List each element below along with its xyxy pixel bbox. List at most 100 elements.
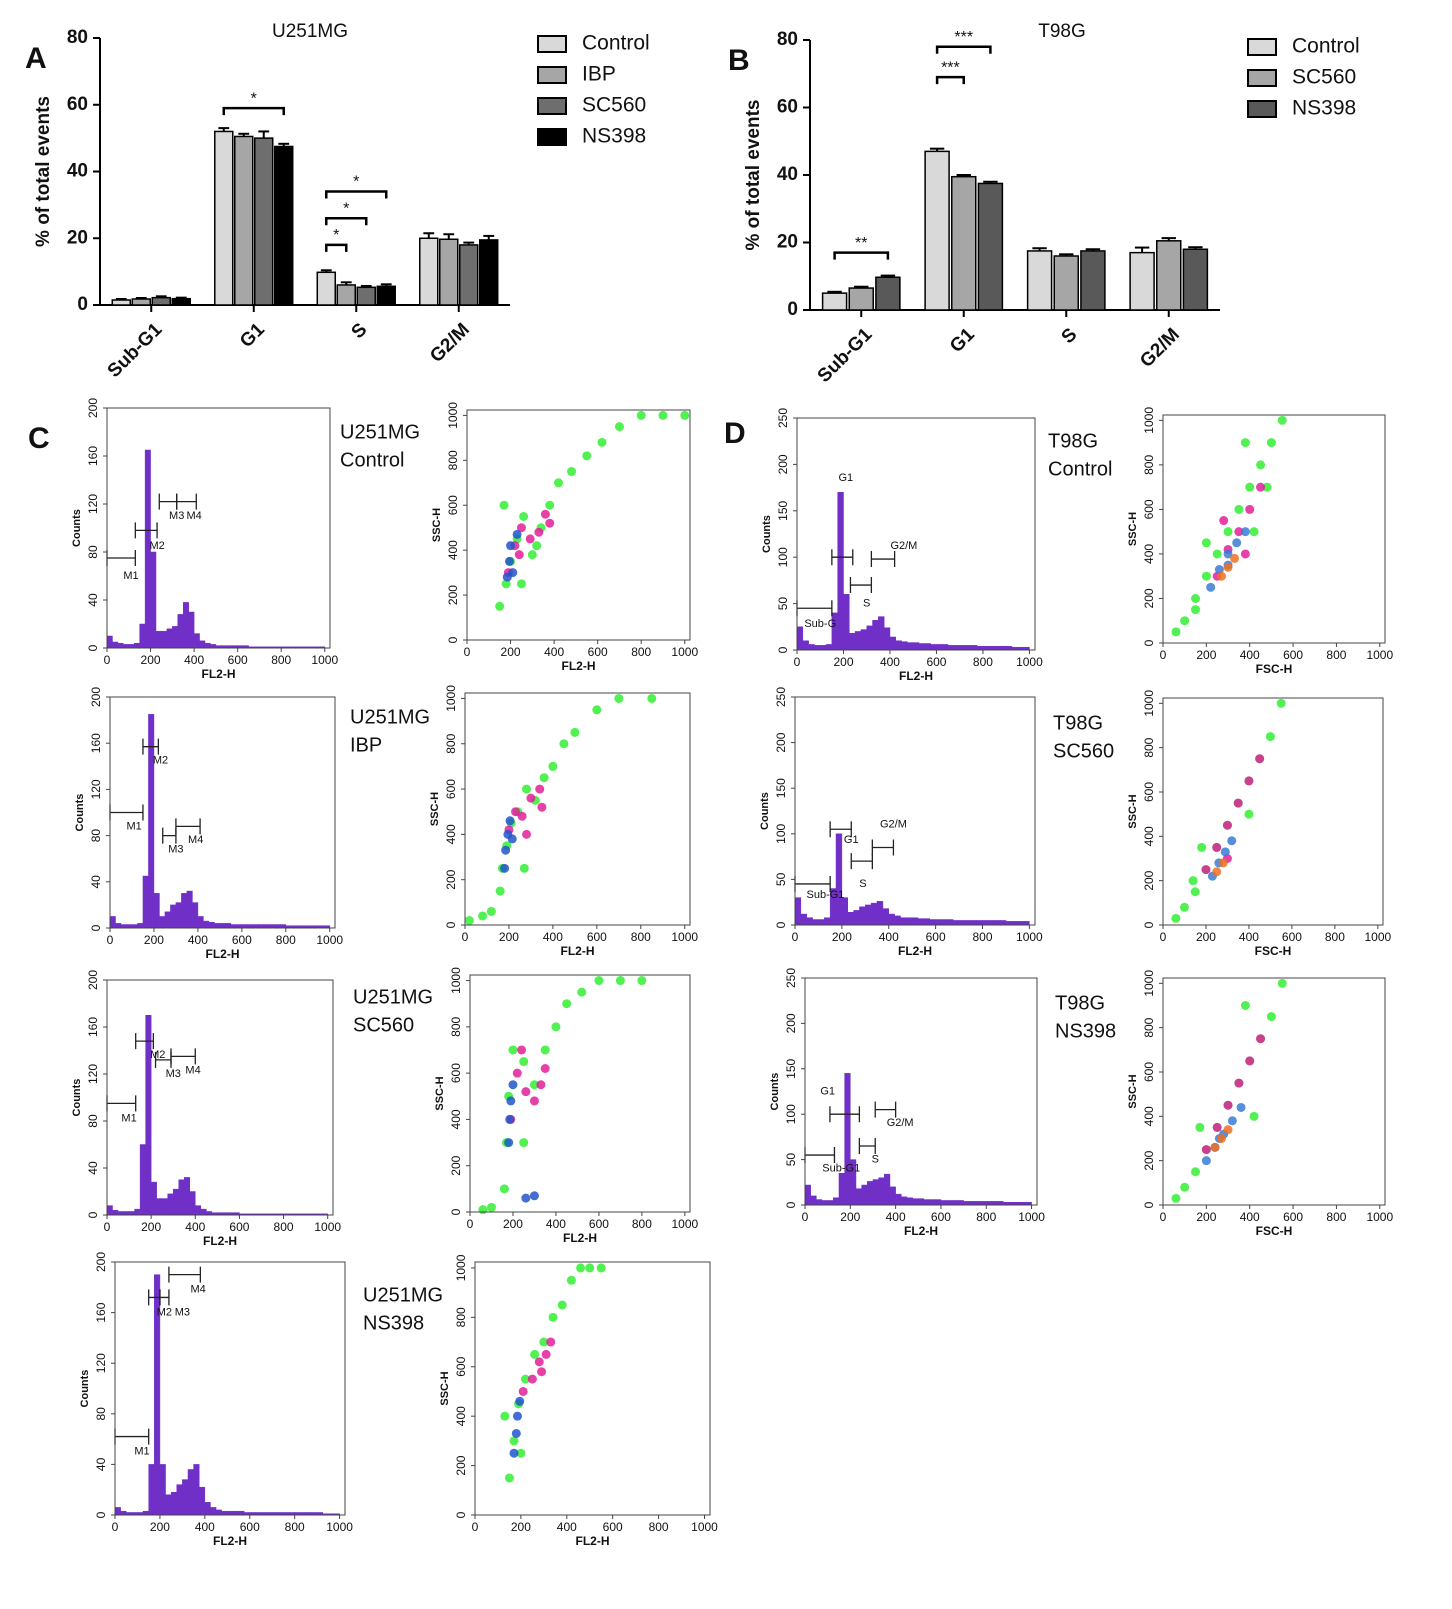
histogram-bar — [814, 645, 821, 651]
legend-label: NS398 — [582, 125, 646, 148]
histogram-bar — [821, 1200, 828, 1206]
bar — [253, 137, 274, 306]
x-tick-label: 0 — [104, 653, 111, 667]
histogram-bar — [906, 917, 913, 926]
bar — [356, 286, 376, 306]
scatter-point — [1277, 415, 1287, 425]
x-tick-label: 200 — [144, 933, 164, 947]
histogram-bar — [198, 1486, 206, 1516]
scatter-point — [1171, 627, 1181, 637]
histogram-bar — [923, 918, 931, 926]
histogram-bar — [997, 1201, 1004, 1206]
scatter-point — [1212, 867, 1222, 877]
legend-swatch — [1247, 100, 1277, 118]
bar — [478, 239, 499, 306]
x-tick-label: 400 — [546, 1217, 566, 1231]
histogram-bar — [219, 923, 226, 929]
scatter-point — [511, 807, 521, 817]
y-axis-label: Counts — [761, 515, 773, 553]
y-axis-label: SSC-H — [1127, 512, 1139, 546]
gate-marker — [850, 853, 873, 870]
histogram-bar — [859, 906, 866, 926]
gate-label: M1 — [123, 570, 138, 582]
x-tick-label: 600 — [228, 653, 248, 667]
bar — [131, 298, 152, 306]
histogram-bar — [827, 1200, 834, 1206]
scatter-point — [521, 1087, 531, 1097]
x-tick-label: 200 — [1196, 648, 1216, 662]
scatter-point — [505, 816, 515, 826]
sample-label: Control — [340, 449, 404, 471]
histogram-bar — [112, 1210, 119, 1216]
histogram-bar — [210, 1507, 217, 1516]
scatter-point — [516, 1448, 526, 1458]
histogram-bar — [247, 924, 254, 929]
scatter-point — [529, 1191, 539, 1201]
scatter-point — [1171, 1193, 1181, 1203]
scatter-point — [519, 1057, 529, 1067]
scatter-point — [512, 1068, 522, 1078]
x-tick-label: 1000 — [1366, 648, 1393, 662]
scatter-point — [517, 1045, 527, 1055]
y-tick-label: 0 — [784, 1201, 798, 1208]
histogram-bar — [139, 623, 146, 649]
scatter-point — [615, 976, 625, 986]
gate-marker — [849, 577, 873, 594]
histogram-bar — [812, 919, 819, 926]
legend-label: Control — [582, 32, 650, 55]
histogram-bar — [123, 1211, 130, 1216]
y-tick-label: 1000 — [446, 402, 460, 429]
histogram-bar — [940, 1200, 947, 1206]
significance-bracket — [222, 106, 285, 116]
gate-label: G2/M — [890, 540, 917, 552]
histogram-bar — [1005, 646, 1013, 651]
histogram-bar — [895, 640, 902, 651]
y-tick-label: 400 — [446, 540, 460, 560]
x-tick-label: S — [348, 319, 372, 343]
bar — [848, 287, 874, 311]
histogram-bar — [855, 1188, 862, 1206]
scatter-point — [1217, 571, 1227, 581]
scatter-point — [1234, 1078, 1244, 1088]
y-axis-label: % of total events — [743, 100, 764, 251]
sample-label: SC560 — [1053, 740, 1114, 762]
scatter-point — [1223, 1100, 1233, 1110]
y-tick-label: 1000 — [1142, 970, 1156, 997]
significance-label: ** — [855, 235, 867, 252]
scatter-point — [500, 863, 510, 873]
histogram-bar — [870, 902, 878, 926]
bar — [151, 296, 171, 306]
y-tick-label: 400 — [444, 824, 458, 844]
histogram-bar — [164, 911, 171, 929]
histogram-bar — [816, 1199, 823, 1206]
scatter-point — [1190, 887, 1200, 897]
x-tick-label: 200 — [511, 1520, 531, 1534]
histogram-bar — [833, 1197, 840, 1206]
y-tick-label: 1000 — [444, 685, 458, 712]
scatter-point — [1201, 1145, 1211, 1155]
y-tick-label: 0 — [449, 1208, 463, 1215]
y-tick-label: 50 — [774, 872, 788, 886]
histogram-bar — [153, 893, 160, 929]
scatter-point — [559, 739, 569, 749]
histogram-bar — [232, 1510, 239, 1516]
legend-swatch — [537, 66, 567, 84]
x-tick-label: 200 — [1196, 930, 1216, 944]
histogram-bar — [178, 1179, 185, 1216]
sample-label: IBP — [350, 734, 382, 756]
legend-label: NS398 — [1292, 97, 1356, 120]
gate-marker — [176, 493, 197, 510]
scatter-point — [508, 1045, 518, 1055]
x-tick-label: 600 — [589, 1217, 609, 1231]
y-tick-label: 200 — [446, 585, 460, 605]
bar — [924, 150, 950, 311]
histogram-bar — [988, 646, 995, 651]
y-tick-label: 200 — [449, 1155, 463, 1175]
scatter-point — [512, 529, 522, 539]
x-tick-label: 200 — [833, 655, 853, 669]
scatter-point — [527, 550, 537, 560]
histogram-bar — [258, 924, 265, 929]
histogram-bar — [818, 919, 825, 926]
histogram-bar — [810, 1195, 817, 1206]
